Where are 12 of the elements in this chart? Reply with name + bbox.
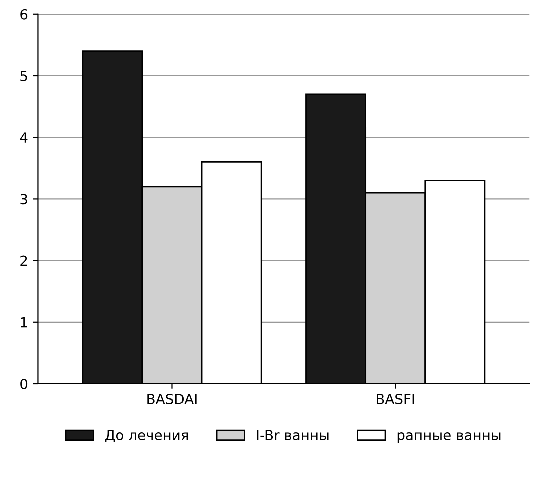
legend-label: I-Br ванны bbox=[257, 430, 329, 441]
y-tick-label: 1 bbox=[21, 318, 28, 328]
legend-label: рапные ванны bbox=[398, 432, 501, 444]
y-tick-label: 5 bbox=[20, 71, 28, 82]
y-tick-label: 6 bbox=[20, 9, 28, 20]
y-tick-label: 4 bbox=[20, 132, 28, 143]
y-tick-label: 0 bbox=[20, 378, 28, 390]
x-tick-label: BASFI bbox=[377, 394, 414, 404]
x-tick-label: BASDAI bbox=[148, 394, 197, 404]
legend-label: До лечения bbox=[106, 430, 188, 442]
y-tick-label: 2 bbox=[20, 256, 28, 266]
y-tick-label: 3 bbox=[20, 194, 28, 205]
